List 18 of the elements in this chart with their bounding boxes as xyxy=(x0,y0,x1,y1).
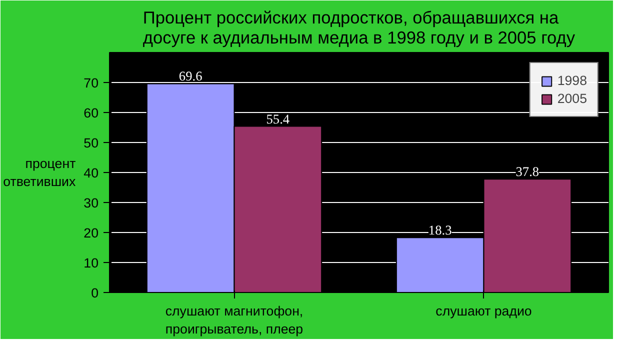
chart-title: Процент российских подростков, обращавшихся на досуге к аудиальным медиа в 1998 году и в 2005 году xyxy=(142,8,576,48)
legend-label: 2005 xyxy=(557,91,587,106)
data-label: 37.8 xyxy=(516,164,540,180)
data-label: 69.6 xyxy=(178,68,203,84)
y-tick-label: 70 xyxy=(84,76,99,90)
x-tick-label: слушают радио xyxy=(436,304,532,318)
y-tick-label: 10 xyxy=(84,256,99,270)
x-tick-label: слушают магнитофон, проигрыватель, плеер xyxy=(165,304,304,336)
y-tick-label: 0 xyxy=(91,286,99,300)
y-tick-label: 30 xyxy=(84,196,99,210)
y-tick-label: 50 xyxy=(84,136,99,150)
y-axis-title: процент ответивших xyxy=(3,156,76,189)
data-label: 18.3 xyxy=(428,222,452,238)
y-tick-label: 20 xyxy=(84,226,99,240)
y-tick-label: 60 xyxy=(84,106,99,120)
legend-label: 1998 xyxy=(557,73,587,88)
data-label: 55.4 xyxy=(266,111,290,126)
y-tick-label: 40 xyxy=(84,166,99,180)
